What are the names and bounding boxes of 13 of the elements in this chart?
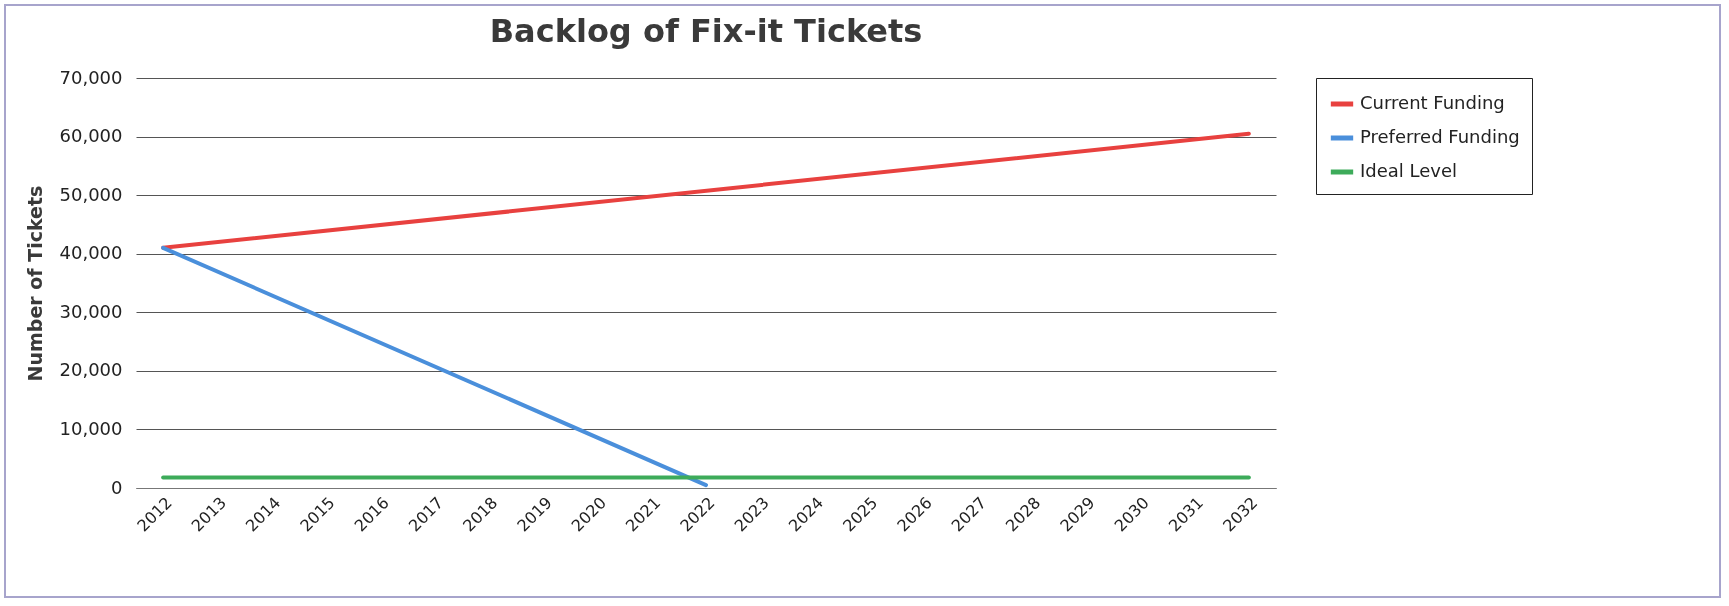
y-tick-label: 70,000 — [59, 66, 123, 88]
y-tick-label: 50,000 — [59, 183, 123, 205]
y-tick-label: 0 — [111, 476, 123, 498]
y-axis-title: Number of Tickets — [23, 185, 46, 382]
legend-label: Ideal Level — [1360, 160, 1458, 181]
chart-title: Backlog of Fix-it Tickets — [489, 12, 923, 50]
y-tick-label: 40,000 — [59, 242, 123, 264]
y-tick-label: 30,000 — [59, 300, 123, 322]
y-tick-label: 10,000 — [59, 417, 123, 439]
legend-label: Preferred Funding — [1360, 126, 1520, 147]
y-tick-label: 20,000 — [59, 359, 123, 381]
y-tick-label: 60,000 — [59, 125, 123, 147]
legend-label: Current Funding — [1360, 92, 1505, 113]
